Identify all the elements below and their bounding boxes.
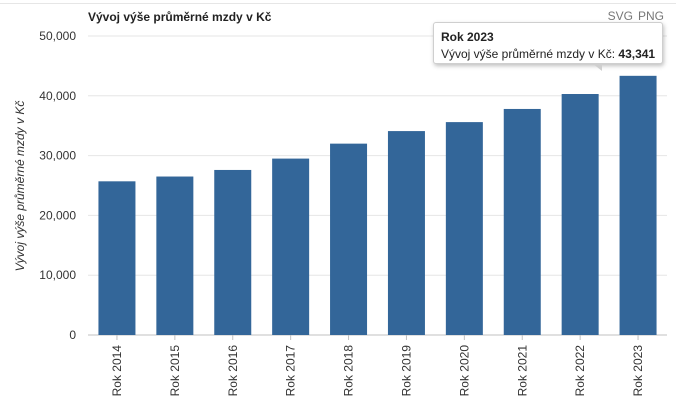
x-tick-label: Rok 2022 [573, 345, 587, 397]
tooltip-title: Rok 2023 [441, 30, 494, 44]
bar [214, 169, 252, 335]
tooltip-row: Vývoj výše průměrné mzdy v Kč: 43,341 [441, 46, 662, 63]
y-tick-label: 50,000 [39, 29, 76, 43]
bar [156, 176, 194, 335]
export-links: SVG PNG [608, 9, 664, 23]
y-tick-label: 0 [69, 328, 76, 342]
bar [445, 122, 483, 335]
x-tick-label: Rok 2015 [168, 345, 182, 397]
bar [330, 143, 368, 335]
chart-title: Vývoj výše průměrné mzdy v Kč [88, 10, 272, 24]
y-tick-label: 20,000 [39, 208, 76, 222]
bar [561, 94, 599, 335]
top-divider [0, 0, 676, 4]
tooltip-series-label: Vývoj výše průměrné mzdy v Kč: [441, 47, 616, 61]
x-tick-label: Rok 2018 [342, 345, 356, 397]
tooltip: Rok 2023 Vývoj výše průměrné mzdy v Kč: … [433, 22, 663, 71]
y-tick-label: 10,000 [39, 268, 76, 282]
x-tick-label: Rok 2020 [457, 345, 471, 397]
export-png-link[interactable]: PNG [637, 9, 664, 23]
export-svg-link[interactable]: SVG [607, 9, 633, 23]
tooltip-value: 43,341 [618, 47, 656, 61]
x-tick-label: Rok 2014 [110, 345, 124, 397]
x-tick-label: Rok 2021 [515, 345, 529, 397]
bar [387, 131, 425, 335]
x-tick-label: Rok 2016 [226, 345, 240, 397]
y-tick-label: 30,000 [39, 149, 76, 163]
tooltip-pointer [592, 63, 602, 71]
x-tick-label: Rok 2023 [631, 345, 645, 397]
bar [503, 108, 541, 336]
x-tick-label: Rok 2019 [399, 345, 413, 397]
bar [619, 75, 657, 335]
bar [272, 158, 310, 335]
y-tick-label: 40,000 [39, 89, 76, 103]
bar [98, 181, 136, 335]
x-tick-label: Rok 2017 [284, 345, 298, 397]
